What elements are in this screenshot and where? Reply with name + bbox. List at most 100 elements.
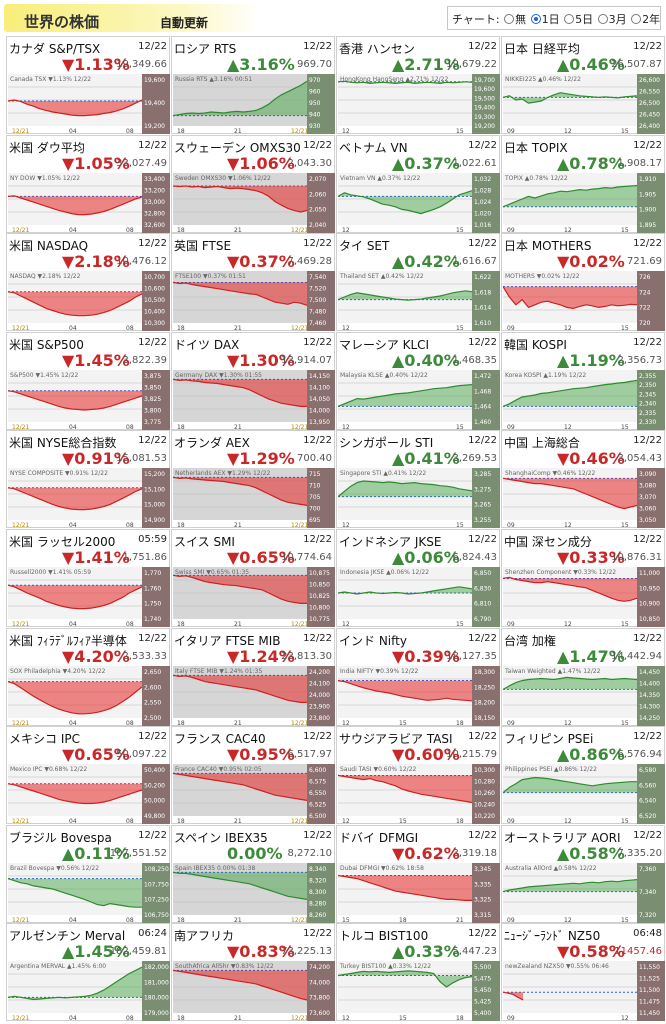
market-cell[interactable]: ﾆｭｰｼﾞｰﾗﾝﾄﾞ NZ50 06:48 ▼0.58% 11457.46 newZea… bbox=[501, 923, 665, 1022]
market-cell[interactable]: メキシコ IPC 12/22 ▼0.65% 50,097.22 Mexico IPC ▼… bbox=[6, 726, 170, 825]
mini-chart[interactable]: Brazil Bovespa ▼0.56% 12/22 108,250 107,75… bbox=[8, 862, 170, 923]
mini-chart[interactable]: NIKKEI225 ▲0.46% 12/22 26,600 26,550 26,500… bbox=[503, 74, 665, 134]
market-cell[interactable]: 南アフリカ 12/22 ▼0.83% 73,225.13 SouthAfrica All… bbox=[171, 923, 335, 1022]
market-name[interactable]: イタリア FTSE MIB bbox=[174, 633, 281, 648]
mini-chart[interactable]: Sweden OMXS30 ▼1.06% 12/22 2,070 2,060 2,05… bbox=[173, 172, 335, 233]
market-cell[interactable]: ドイツ DAX 12/22 ▼1.30% 13,914.07 Germany DAX ▼… bbox=[171, 331, 335, 430]
market-cell[interactable]: ブラジル Bovespa 12/22 ▲0.11% 107,551.52 Brazil … bbox=[6, 824, 170, 923]
radio-3month[interactable] bbox=[597, 14, 608, 24]
mini-chart[interactable]: Saudi TASI ▼0.60% 12/22 10,300 10,280 10,26… bbox=[338, 764, 500, 825]
market-name[interactable]: ﾆｭｰｼﾞｰﾗﾝﾄﾞ NZ50 bbox=[504, 929, 601, 944]
mini-chart[interactable]: Shenzhen Component ▼0.33% 12/22 11,000 10,… bbox=[503, 567, 665, 627]
market-cell[interactable]: ロシア RTS 12/22 ▲3.16% 969.70 Russia RTS ▲3.16… bbox=[171, 36, 335, 134]
market-name[interactable]: カナダ S&P/TSX bbox=[9, 42, 101, 56]
market-cell[interactable]: 台湾 加権 12/22 ▲1.47% 14,442.94 Taiwan Weighted… bbox=[501, 627, 665, 726]
mini-chart[interactable]: Indonesia JKSE ▲0.06% 12/22 6,850 6,830 6,8… bbox=[338, 567, 500, 627]
market-cell[interactable]: オーストラリア AORI 12/22 ▲0.58% 7,335.20 Australia… bbox=[501, 824, 665, 923]
mini-chart[interactable]: Thailand SET ▲0.42% 12/22 1,622 1,618 1,614… bbox=[338, 271, 500, 332]
market-cell[interactable]: カナダ S&P/TSX 12/22 ▼1.13% 19,349.66 Canada TS… bbox=[6, 36, 170, 134]
mini-chart[interactable]: newZealand NZX50 ▼0.55% 06:46 11,550 11,52… bbox=[503, 961, 665, 1022]
market-name[interactable]: 日本 日経平均 bbox=[504, 42, 580, 56]
market-name[interactable]: 米国 NYSE総合指数 bbox=[9, 436, 117, 451]
market-cell[interactable]: フランス CAC40 12/22 ▼0.95% 6,517.97 France CAC4… bbox=[171, 726, 335, 825]
chart-option-3month[interactable]: 3月 bbox=[597, 11, 627, 27]
market-cell[interactable]: インドネシア JKSE 12/22 ▲0.06% 6,824.43 Indonesia … bbox=[336, 529, 500, 627]
mini-chart[interactable]: S&P500 ▼1.45% 12/22 3,875 3,850 3,825 3,800 3… bbox=[8, 369, 170, 430]
mini-chart[interactable]: Russell2000 ▼1.41% 05:59 1,770 1,760 1,750 1… bbox=[8, 567, 170, 627]
market-cell[interactable]: マレーシア KLCI 12/22 ▲0.40% 1,468.35 Malaysia KL… bbox=[336, 331, 500, 430]
market-name[interactable]: シンガポール STI bbox=[339, 436, 434, 451]
market-name[interactable]: 米国 ﾌｨﾗﾃﾞﾙﾌｨｱ半導体 bbox=[9, 633, 127, 648]
market-cell[interactable]: 英国 FTSE 12/22 ▼0.37% 7,469.28 FTSE100 ▼0.37%… bbox=[171, 233, 335, 332]
market-cell[interactable]: ベトナム VN 12/22 ▲0.37% 1,022.61 Vietnam VN ▲0.… bbox=[336, 134, 500, 233]
market-cell[interactable]: 米国 ダウ平均 12/22 ▼1.05% 33,027.49 NY DOW ▼1.05%… bbox=[6, 134, 170, 233]
market-name[interactable]: マレーシア KLCI bbox=[339, 337, 430, 352]
market-cell[interactable]: シンガポール STI 12/22 ▲0.41% 3,269.53 Singapore S… bbox=[336, 430, 500, 529]
market-name[interactable]: 中国 上海総合 bbox=[504, 436, 580, 451]
mini-chart[interactable]: MOTHERS ▼0.02% 12/22 726 724 722 720 09 12 15 bbox=[503, 271, 665, 332]
market-cell[interactable]: スイス SMI 12/22 ▼0.65% 10,774.64 Swiss SMI ▼0.… bbox=[171, 529, 335, 627]
market-name[interactable]: 日本 MOTHERS bbox=[504, 239, 592, 254]
market-cell[interactable]: トルコ BIST100 12/22 ▲0.33% 5,447.23 Turkey BIS… bbox=[336, 923, 500, 1022]
mini-chart[interactable]: France CAC40 ▼0.95% 02:05 6,600 6,575 6,550… bbox=[173, 764, 335, 825]
market-name[interactable]: 米国 ダウ平均 bbox=[9, 140, 85, 155]
market-name[interactable]: フィリピン PSEi bbox=[504, 732, 594, 747]
market-name[interactable]: フランス CAC40 bbox=[174, 732, 266, 747]
market-cell[interactable]: フィリピン PSEi 12/22 ▲0.86% 6,576.94 Philippines… bbox=[501, 726, 665, 825]
mini-chart[interactable]: SouthAfrica AllShr ▼0.83% 12/22 74,200 74,… bbox=[173, 961, 335, 1022]
market-name[interactable]: 南アフリカ bbox=[174, 929, 235, 944]
mini-chart[interactable]: Swiss SMI ▼0.65% 01:35 10,875 10,850 10,825… bbox=[173, 567, 335, 627]
market-cell[interactable]: スペイン IBEX35 12/22 0.00% 8,272.10 Spain IBEX3… bbox=[171, 824, 335, 923]
market-name[interactable]: タイ SET bbox=[339, 239, 390, 254]
market-name[interactable]: 日本 TOPIX bbox=[504, 140, 568, 155]
mini-chart[interactable]: TOPIX ▲0.78% 12/22 1,910 1,905 1,900 1,895 09… bbox=[503, 172, 665, 233]
market-cell[interactable]: 米国 NASDAQ 12/22 ▼2.18% 10,476.12 NASDAQ ▼2.1… bbox=[6, 233, 170, 332]
mini-chart[interactable]: NYSE COMPOSITE ▼0.91% 12/22 15,200 15,100 1… bbox=[8, 468, 170, 529]
market-cell[interactable]: 日本 日経平均 12/22 ▲0.46% 26,507.87 NIKKEI225 ▲0.… bbox=[501, 36, 665, 134]
market-name[interactable]: 米国 ラッセル2000 bbox=[9, 535, 116, 549]
market-name[interactable]: メキシコ IPC bbox=[9, 732, 80, 747]
market-cell[interactable]: オランダ AEX 12/22 ▼1.29% 700.40 Netherlands AEX… bbox=[171, 430, 335, 529]
radio-2year[interactable] bbox=[631, 14, 642, 24]
mini-chart[interactable]: Singapore STI ▲0.41% 12/22 3,285 3,275 3,26… bbox=[338, 468, 500, 529]
market-cell[interactable]: イタリア FTSE MIB 12/22 ▼1.24% 23,813.30 Italy F… bbox=[171, 627, 335, 726]
mini-chart[interactable]: Korea KOSPI ▲1.19% 12/22 2,355 2,350 2,345 2… bbox=[503, 369, 665, 430]
mini-chart[interactable]: ShanghaiComp ▼0.46% 12/22 3,090 3,080 3,070… bbox=[503, 468, 665, 529]
chart-option-2year[interactable]: 2年 bbox=[631, 11, 660, 27]
market-cell[interactable]: 米国 ラッセル2000 05:59 ▼1.41% 1,751.86 Russell200… bbox=[6, 529, 170, 627]
market-name[interactable]: インドネシア JKSE bbox=[339, 535, 442, 549]
market-cell[interactable]: 韓国 KOSPI 12/22 ▲1.19% 2,356.73 Korea KOSPI ▲… bbox=[501, 331, 665, 430]
market-cell[interactable]: スウェーデン OMXS30 12/22 ▼1.06% 2,043.30 Sweden O… bbox=[171, 134, 335, 233]
mini-chart[interactable]: Canada TSX ▼1.13% 12/22 19,600 19,400 19,20… bbox=[8, 74, 170, 134]
market-name[interactable]: 英国 FTSE bbox=[174, 239, 232, 254]
market-name[interactable]: インド Nifty bbox=[339, 633, 407, 648]
market-cell[interactable]: 中国 深セン成分 12/22 ▼0.33% 10,876.31 Shenzhen Com… bbox=[501, 529, 665, 627]
market-name[interactable]: 香港 ハンセン bbox=[339, 42, 415, 56]
market-name[interactable]: スイス SMI bbox=[174, 535, 235, 549]
market-cell[interactable]: タイ SET 12/22 ▲0.42% 1,616.67 Thailand SET ▲0… bbox=[336, 233, 500, 332]
mini-chart[interactable]: Mexico IPC ▼0.68% 12/22 50,400 50,200 50,00… bbox=[8, 764, 170, 825]
market-name[interactable]: スウェーデン OMXS30 bbox=[174, 140, 301, 155]
mini-chart[interactable]: Netherlands AEX ▼1.29% 12/22 715 710 705 700… bbox=[173, 468, 335, 529]
mini-chart[interactable]: Turkey BIST100 ▲0.33% 12/22 5,500 5,475 5,4… bbox=[338, 961, 500, 1022]
market-cell[interactable]: 香港 ハンセン 12/22 ▲2.71% 19,679.22 HongKong Hang… bbox=[336, 36, 500, 134]
market-name[interactable]: 韓国 KOSPI bbox=[504, 337, 567, 352]
mini-chart[interactable]: Dubai DFMGI ▼0.62% 18:58 3,345 3,335 3,325 3… bbox=[338, 862, 500, 923]
market-name[interactable]: ロシア RTS bbox=[174, 42, 237, 56]
market-name[interactable]: オーストラリア AORI bbox=[504, 830, 621, 845]
mini-chart[interactable]: HongKong HangSeng ▲2.71% 12/22 19,700 19,6… bbox=[338, 74, 500, 134]
chart-option-5day[interactable]: 5日 bbox=[564, 11, 593, 27]
mini-chart[interactable]: Germany DAX ▼1.30% 01:55 14,150 14,100 14,0… bbox=[173, 369, 335, 430]
market-cell[interactable]: 日本 MOTHERS 12/22 ▼0.02% 721.69 MOTHERS ▼0.02… bbox=[501, 233, 665, 332]
market-name[interactable]: アルゼンチン Merval bbox=[9, 929, 126, 944]
mini-chart[interactable]: Philippines PSEi ▲0.86% 12/22 6,580 6,560 6… bbox=[503, 764, 665, 825]
mini-chart[interactable]: Italy FTSE MIB ▼1.24% 01:35 24,200 24,100 2… bbox=[173, 665, 335, 726]
mini-chart[interactable]: NY DOW ▼1.05% 12/22 33,400 33,200 33,000 32,… bbox=[8, 172, 170, 233]
market-name[interactable]: 台湾 加権 bbox=[504, 633, 556, 648]
market-cell[interactable]: インド Nifty 12/22 ▼0.39% 18,127.35 India NIFTY… bbox=[336, 627, 500, 726]
market-name[interactable]: 米国 S&P500 bbox=[9, 337, 84, 352]
mini-chart[interactable]: Australia AllOrd ▲0.58% 12/22 7,360 7,340 7… bbox=[503, 862, 665, 923]
market-name[interactable]: トルコ BIST100 bbox=[339, 929, 429, 944]
mini-chart[interactable]: NASDAQ ▼2.18% 12/22 10,700 10,600 10,500 10,… bbox=[8, 271, 170, 332]
market-name[interactable]: ブラジル Bovespa bbox=[9, 830, 112, 845]
